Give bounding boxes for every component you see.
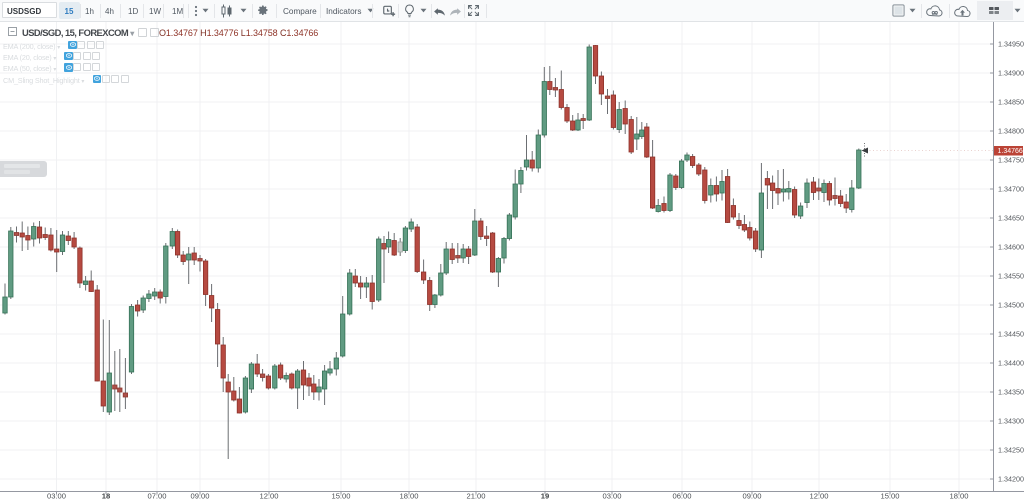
svg-text:1.34400: 1.34400 <box>998 359 1024 368</box>
svg-text:1.34950: 1.34950 <box>998 40 1024 49</box>
svg-text:09:00: 09:00 <box>742 492 761 500</box>
svg-text:1.34800: 1.34800 <box>998 127 1024 136</box>
svg-text:06:00: 06:00 <box>672 492 691 500</box>
svg-text:18:00: 18:00 <box>949 492 968 500</box>
svg-text:15:00: 15:00 <box>880 492 899 500</box>
svg-text:21:00: 21:00 <box>466 492 485 500</box>
svg-text:1.34250: 1.34250 <box>998 446 1024 455</box>
svg-text:18: 18 <box>102 492 110 500</box>
svg-text:03:00: 03:00 <box>47 492 66 500</box>
svg-text:1.34600: 1.34600 <box>998 243 1024 252</box>
svg-text:12:00: 12:00 <box>809 492 828 500</box>
svg-text:1.34300: 1.34300 <box>998 417 1024 426</box>
svg-text:18:00: 18:00 <box>399 492 418 500</box>
svg-text:15:00: 15:00 <box>331 492 350 500</box>
svg-text:1.34650: 1.34650 <box>998 214 1024 223</box>
svg-text:1.34766: 1.34766 <box>998 148 1023 155</box>
svg-text:1.34450: 1.34450 <box>998 330 1024 339</box>
svg-text:07:00: 07:00 <box>147 492 166 500</box>
svg-text:1.34500: 1.34500 <box>998 301 1024 310</box>
svg-text:1.34750: 1.34750 <box>998 156 1024 165</box>
svg-text:1.34850: 1.34850 <box>998 98 1024 107</box>
svg-text:1.34700: 1.34700 <box>998 185 1024 194</box>
svg-text:1.34900: 1.34900 <box>998 69 1024 78</box>
svg-text:12:00: 12:00 <box>259 492 278 500</box>
svg-text:1.34550: 1.34550 <box>998 272 1024 281</box>
svg-text:1.34350: 1.34350 <box>998 388 1024 397</box>
svg-text:03:00: 03:00 <box>602 492 621 500</box>
svg-text:19: 19 <box>541 492 549 500</box>
svg-text:1.34200: 1.34200 <box>998 475 1024 484</box>
svg-text:09:00: 09:00 <box>190 492 209 500</box>
